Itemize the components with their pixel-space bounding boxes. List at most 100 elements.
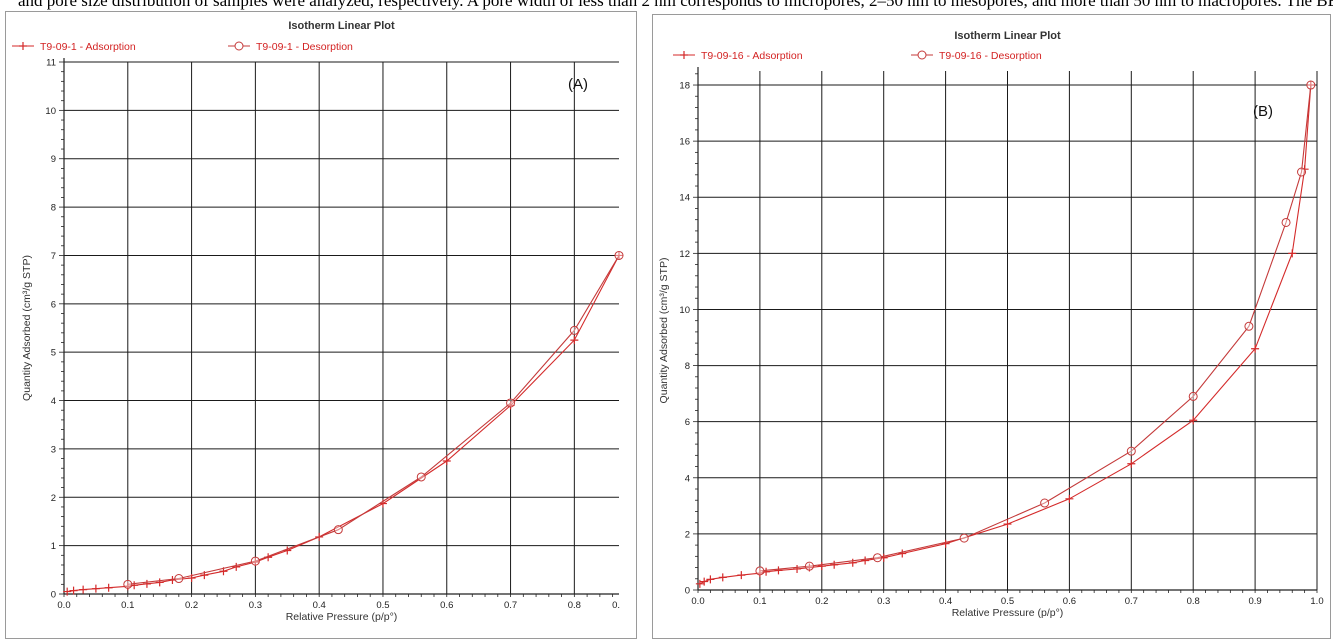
- x-tick-label-a-5: 0.5: [376, 600, 389, 611]
- y-tick-label-b-9: 18: [679, 81, 690, 92]
- y-tick-label-a-6: 6: [51, 299, 56, 310]
- legend-entry-a-0: T9-09-1 - Adsorption: [12, 41, 136, 53]
- legend-label-a-0: T9-09-1 - Adsorption: [40, 41, 136, 53]
- y-tick-label-b-7: 14: [679, 193, 690, 204]
- x-tick-label-a-2: 0.2: [185, 600, 198, 611]
- panel-label-a: (A): [568, 76, 588, 93]
- data-point-b-1-5: [1126, 446, 1136, 456]
- y-tick-label-a-5: 5: [51, 348, 56, 359]
- x-tick-label-b-7: 0.7: [1125, 596, 1138, 607]
- x-tick-label-b-10: 1.0: [1310, 596, 1323, 607]
- x-tick-label-b-4: 0.4: [939, 596, 952, 607]
- y-tick-label-b-6: 12: [679, 249, 690, 260]
- data-point-a-0-2: [79, 585, 88, 594]
- x-tick-label-b-2: 0.2: [815, 596, 828, 607]
- chart-title-b: Isotherm Linear Plot: [954, 30, 1061, 42]
- series-line-b-0: [699, 84, 1312, 585]
- caption-text: and pore size distribution of samples we…: [18, 0, 1333, 10]
- y-tick-label-b-4: 8: [685, 361, 690, 372]
- data-point-b-1-3: [959, 533, 969, 543]
- data-point-a-0-21: [570, 336, 579, 345]
- legend-label-a-1: T9-09-1 - Desorption: [256, 41, 353, 53]
- y-tick-label-a-3: 3: [51, 444, 56, 455]
- data-point-a-1-2: [250, 556, 260, 566]
- data-point-b-0-1: [700, 577, 709, 586]
- data-point-b-0-12: [848, 558, 857, 567]
- x-tick-label-b-1: 0.1: [753, 596, 766, 607]
- data-point-b-0-18: [1065, 494, 1074, 503]
- data-point-b-1-2: [873, 553, 883, 563]
- data-point-a-1-4: [416, 472, 426, 482]
- x-tick-label-a-4: 0.4: [313, 600, 326, 611]
- y-tick-label-a-9: 9: [51, 154, 56, 165]
- data-point-b-1-4: [1040, 498, 1050, 508]
- data-point-b-0-19: [1127, 459, 1136, 468]
- x-tick-label-b-6: 0.6: [1063, 596, 1076, 607]
- data-point-a-1-5: [506, 398, 516, 408]
- x-tick-label-a-8: 0.8: [568, 600, 581, 611]
- data-point-a-0-4: [104, 583, 113, 592]
- y-axis-label-b: Quantity Adsorbed (cm³/g STP): [658, 258, 670, 404]
- x-tick-label-a-6: 0.6: [440, 600, 453, 611]
- x-tick-label-a-0: 0.0: [57, 600, 70, 611]
- x-tick-label-a-9: 0.: [612, 600, 620, 611]
- data-point-b-0-17: [1003, 520, 1012, 529]
- chart-title-a: Isotherm Linear Plot: [288, 20, 395, 32]
- data-point-a-0-5: [123, 582, 132, 591]
- legend-marker-a-0: [19, 42, 27, 50]
- series-line-a-1: [127, 255, 620, 585]
- series-a-0: [63, 251, 623, 596]
- isotherm-chart-a: Isotherm Linear Plot 0 1 2 3 4 5 6 7 8 9 10 11 0.0 0.1…: [12, 20, 624, 623]
- x-tick-label-a-1: 0.1: [121, 600, 134, 611]
- panel-label-b: (B): [1253, 103, 1273, 120]
- series-line-b-1: [759, 84, 1312, 572]
- y-tick-label-b-2: 4: [685, 473, 690, 484]
- x-tick-label-a-7: 0.7: [504, 600, 517, 611]
- data-point-b-0-21: [1251, 344, 1260, 353]
- series-line-a-0: [67, 255, 620, 593]
- data-point-a-0-22: [615, 251, 623, 260]
- x-tick-label-b-0: 0.0: [691, 596, 704, 607]
- data-point-b-1-8: [1281, 217, 1291, 227]
- y-tick-label-a-2: 2: [51, 493, 56, 504]
- data-point-a-1-6: [569, 325, 579, 335]
- legend-marker-a-1: [234, 41, 244, 51]
- data-point-a-1-3: [333, 525, 343, 535]
- data-point-b-0-10: [817, 562, 826, 571]
- data-point-a-1-1: [174, 574, 184, 584]
- data-point-b-0-4: [737, 571, 746, 580]
- y-tick-label-b-8: 16: [679, 137, 690, 148]
- data-point-b-1-0: [755, 566, 765, 576]
- x-axis-label-a: Relative Pressure (p/p°): [286, 611, 398, 623]
- data-point-b-0-13: [861, 556, 870, 565]
- y-tick-label-a-0: 0: [51, 590, 56, 601]
- legend-label-b-1: T9-09-16 - Desorption: [939, 50, 1042, 62]
- data-point-b-0-16: [941, 539, 950, 548]
- data-point-b-1-1: [804, 561, 814, 571]
- x-tick-label-b-9: 0.9: [1248, 596, 1261, 607]
- data-point-b-0-3: [718, 573, 727, 582]
- data-point-a-0-0: [63, 587, 72, 596]
- data-point-b-0-11: [830, 560, 839, 569]
- data-point-a-0-19: [442, 457, 451, 465]
- y-tick-label-b-1: 2: [685, 529, 690, 540]
- data-point-a-0-3: [91, 584, 100, 593]
- isotherm-chart-b: Isotherm Linear Plot 0 2 4 6 8 10 12 14 16 18 0.0 0.…: [658, 30, 1324, 619]
- legend-marker-b-0: [680, 51, 688, 59]
- data-point-b-0-15: [898, 549, 907, 558]
- data-point-a-0-13: [232, 562, 241, 571]
- data-point-a-1-7: [614, 250, 624, 260]
- chart-panel-b: Isotherm Linear Plot 0 2 4 6 8 10 12 14 16 18 0.0 0.…: [652, 14, 1331, 639]
- data-point-b-1-9: [1297, 167, 1307, 177]
- legend-entry-a-1: T9-09-1 - Desorption: [228, 41, 353, 53]
- x-axis-label-b: Relative Pressure (p/p°): [952, 607, 1064, 619]
- legend-entry-b-1: T9-09-16 - Desorption: [911, 50, 1042, 62]
- y-tick-label-b-0: 0: [685, 586, 690, 597]
- data-point-b-0-2: [706, 575, 715, 584]
- data-point-b-1-6: [1188, 391, 1198, 401]
- y-tick-label-b-3: 6: [685, 417, 690, 428]
- legend-entry-b-0: T9-09-16 - Adsorption: [673, 50, 803, 62]
- x-tick-label-b-3: 0.3: [877, 596, 890, 607]
- data-point-a-0-1: [69, 586, 78, 595]
- data-point-b-0-22: [1288, 249, 1297, 258]
